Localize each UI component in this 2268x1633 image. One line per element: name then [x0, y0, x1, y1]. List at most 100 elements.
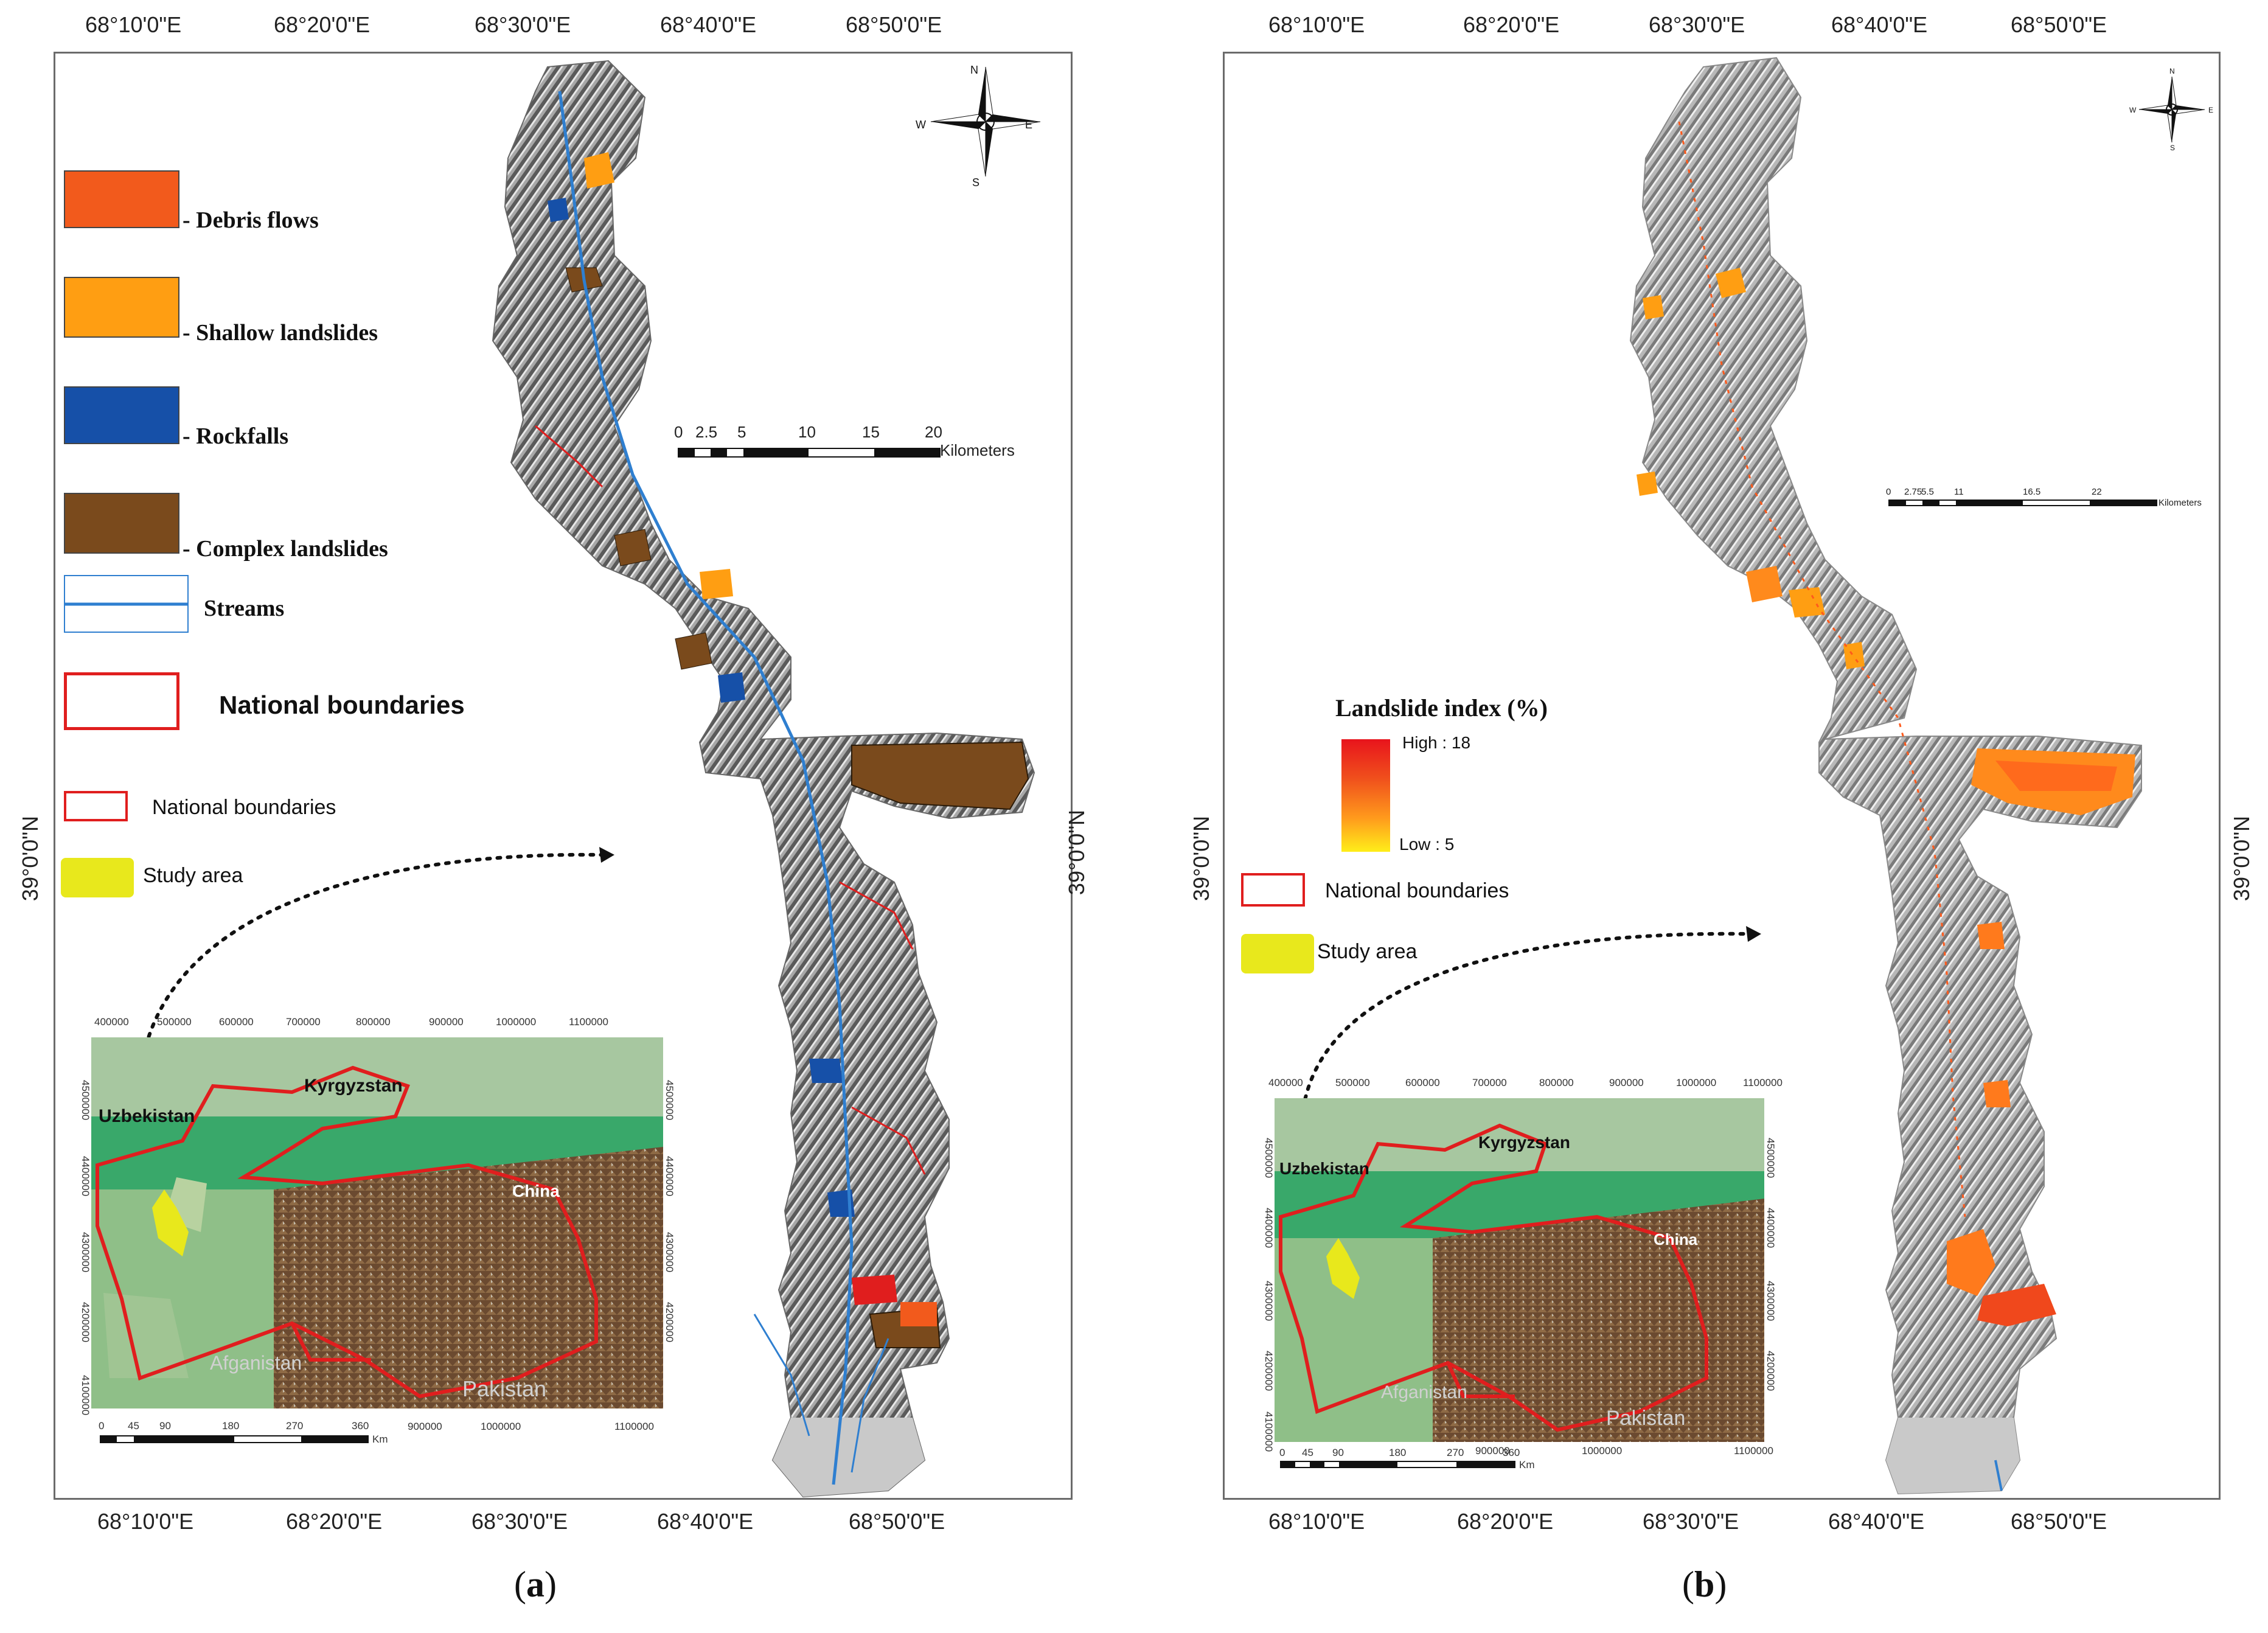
- lon-label: 68°10'0"E: [97, 1509, 194, 1534]
- pointer-arrow: [138, 847, 614, 1079]
- inset-legend-study-label: Study area: [1317, 940, 1418, 963]
- lon-label: 68°20'0"E: [1463, 12, 1560, 37]
- scale-tick: 2.5: [695, 423, 718, 441]
- inset-x-tick: 600000: [219, 1016, 254, 1028]
- inset-relief-b: [1275, 1098, 1764, 1442]
- north-arrow-icon: [930, 66, 1041, 177]
- lon-label: 68°40'0"E: [660, 12, 757, 37]
- inset-y-tick: 4200000: [1765, 1351, 1776, 1391]
- lon-label: 68°30'0"E: [1643, 1509, 1739, 1534]
- inset-x-tick: 1000000: [1676, 1077, 1717, 1088]
- legend-shallow-landslides: - Shallow landslides: [183, 320, 378, 346]
- inset-x-tick: 1100000: [614, 1421, 654, 1432]
- country-pakistan: Pakistan: [462, 1376, 547, 1401]
- compass-e: E: [1025, 119, 1033, 131]
- lon-label: 68°50'0"E: [846, 12, 942, 37]
- inset-y-tick: 4200000: [1263, 1351, 1275, 1391]
- inset-x-tick: 900000: [408, 1421, 442, 1432]
- country-afganistan: Afganistan: [1381, 1382, 1467, 1402]
- legend-swatch-debris: [64, 170, 179, 228]
- scale-bar-a: [678, 448, 941, 458]
- lon-label: 68°20'0"E: [286, 1509, 383, 1534]
- inset-x-tick: 1000000: [1582, 1445, 1623, 1457]
- scale-tick: 5: [737, 423, 746, 441]
- inset-x-tick: 500000: [157, 1016, 192, 1028]
- index-color-ramp: [1341, 739, 1390, 852]
- inset-x-tick: 400000: [1268, 1077, 1303, 1088]
- inset-x-tick: 900000: [1475, 1445, 1510, 1457]
- scale-tick: 20: [925, 423, 942, 441]
- inset-x-tick: 1000000: [481, 1421, 521, 1432]
- inset-x-tick: 900000: [1609, 1077, 1644, 1088]
- inset-scale-tick: 90: [159, 1420, 171, 1432]
- scale-bar-b: [1888, 500, 2157, 506]
- inset-x-tick: 800000: [356, 1016, 391, 1028]
- inset-scale-unit: Km: [372, 1433, 388, 1445]
- pointer-arrow: [1300, 926, 1761, 1121]
- compass-s: S: [972, 176, 980, 189]
- inset-scale-tick: 45: [128, 1420, 139, 1432]
- legend-streams: Streams: [204, 596, 285, 621]
- legend-debris-flows: - Debris flows: [183, 207, 319, 233]
- lon-label: 68°50'0"E: [2011, 12, 2107, 37]
- scale-tick: 5.5: [1921, 487, 1934, 497]
- country-uzbekistan: Uzbekistan: [99, 1106, 195, 1126]
- panel-caption-a: (a): [514, 1564, 557, 1604]
- inset-scale-tick: 360: [1503, 1447, 1520, 1458]
- inset-y-tick: 4100000: [1263, 1412, 1275, 1452]
- inset-scale-tick: 180: [222, 1420, 240, 1432]
- lon-label: 68°10'0"E: [1268, 1509, 1365, 1534]
- inset-scale-tick: 45: [1302, 1447, 1313, 1458]
- inset-legend-boundary-label: National boundaries: [1325, 879, 1509, 902]
- inset-scale-tick: 180: [1389, 1447, 1407, 1458]
- lon-label: 68°20'0"E: [274, 12, 370, 37]
- index-legend-title: Landslide index (%): [1335, 694, 1548, 722]
- scale-tick: 2.75: [1904, 487, 1922, 497]
- inset-scale-bar-a: [100, 1435, 369, 1443]
- inset-y-tick: 4400000: [1765, 1208, 1776, 1248]
- lon-label: 68°30'0"E: [475, 12, 571, 37]
- country-uzbekistan: Uzbekistan: [1279, 1159, 1369, 1178]
- inset-x-tick: 1000000: [496, 1016, 537, 1028]
- inset-y-tick: 4400000: [1263, 1208, 1275, 1248]
- inset-scale-tick: 90: [1332, 1447, 1344, 1458]
- inset-x-tick: 1100000: [569, 1016, 608, 1028]
- inset-scale-bar-b: [1280, 1461, 1515, 1468]
- inset-y-tick: 4500000: [1263, 1138, 1275, 1179]
- lon-label: 68°50'0"E: [849, 1509, 945, 1534]
- country-kyrgyzstan: Kyrgyzstan: [304, 1076, 403, 1096]
- scale-unit: Kilometers: [2158, 498, 2202, 508]
- inset-relief-a: [91, 1037, 663, 1408]
- inset-x-tick: 700000: [1472, 1077, 1507, 1088]
- legend-swatch-boundaries: [64, 672, 179, 730]
- inset-legend-study-swatch: [61, 858, 134, 897]
- country-afganistan: Afganistan: [210, 1352, 302, 1374]
- compass-w: W: [2129, 106, 2137, 114]
- legend-complex-landslides: - Complex landslides: [183, 536, 388, 562]
- legend-national-boundaries: National boundaries: [219, 691, 465, 719]
- lon-label: 68°40'0"E: [657, 1509, 754, 1534]
- scale-tick: 10: [798, 423, 816, 441]
- lon-label: 68°10'0"E: [85, 12, 182, 37]
- index-legend-high: High : 18: [1402, 733, 1471, 752]
- inset-x-tick: 500000: [1335, 1077, 1370, 1088]
- inset-x-tick: 400000: [94, 1016, 129, 1028]
- lon-label: 68°50'0"E: [2011, 1509, 2107, 1534]
- inset-scale-tick: 0: [1279, 1447, 1285, 1458]
- compass-s: S: [2170, 144, 2176, 152]
- legend-rockfalls: - Rockfalls: [183, 423, 289, 449]
- inset-scale-tick: 270: [1447, 1447, 1464, 1458]
- inset-x-tick: 700000: [286, 1016, 321, 1028]
- country-pakistan: Pakistan: [1606, 1407, 1686, 1430]
- scale-tick: 11: [1954, 487, 1964, 497]
- inset-legend-boundary-swatch: [1241, 873, 1305, 907]
- inset-x-tick: 900000: [429, 1016, 464, 1028]
- inset-y-tick: 4300000: [1263, 1281, 1275, 1321]
- lon-label: 68°30'0"E: [471, 1509, 568, 1534]
- lon-label: 68°40'0"E: [1828, 1509, 1925, 1534]
- country-china: China: [1654, 1230, 1698, 1248]
- inset-legend-study-label: Study area: [143, 864, 243, 887]
- lon-label: 68°20'0"E: [1457, 1509, 1554, 1534]
- compass-e: E: [2208, 106, 2214, 114]
